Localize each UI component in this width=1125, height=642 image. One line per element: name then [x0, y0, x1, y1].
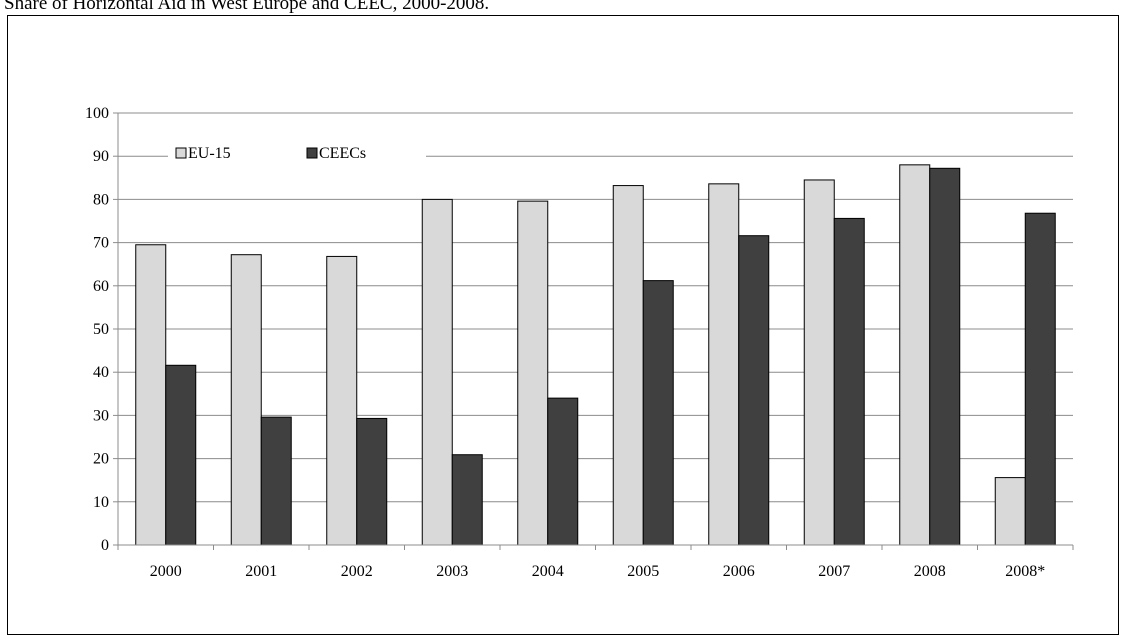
bar-eu-15-2003 [421, 198, 453, 546]
y-tick-label-40: 40 [93, 364, 109, 381]
bar-ceecs-2008* [1024, 212, 1056, 546]
y-tick-label-20: 20 [93, 451, 109, 468]
bar-eu-15-2008* [994, 477, 1026, 546]
x-tick-label-2000: 2000 [150, 563, 182, 580]
axes [113, 112, 1074, 550]
x-tick-label-2003: 2003 [436, 563, 468, 580]
legend-label-ceecs: CEECs [319, 145, 366, 162]
bar-ceecs-2001 [260, 416, 292, 546]
y-tick-labels: 0 10 20 30 40 50 60 70 80 90 100 [85, 105, 109, 554]
bar-ceecs-2000 [165, 364, 197, 546]
bar-eu-15-2005 [612, 185, 644, 546]
legend-swatch-ceecs [306, 147, 318, 159]
y-tick-label-0: 0 [101, 537, 109, 554]
y-tick-label-10: 10 [93, 494, 109, 511]
x-tick-label-2006: 2006 [723, 563, 755, 580]
x-tick-label-2008*: 2008* [1005, 563, 1045, 580]
bar-ceecs-2006 [738, 235, 770, 546]
bar-ceecs-2005 [642, 280, 674, 546]
bar-ceecs-2008 [929, 167, 961, 546]
bar-eu-15-2008 [899, 164, 931, 546]
bar-ceecs-2007 [833, 217, 865, 546]
y-tick-label-80: 80 [93, 191, 109, 208]
legend-label-eu-15: EU-15 [188, 145, 231, 162]
bar-eu-15-2006 [708, 183, 740, 546]
bar-eu-15-2000 [135, 244, 167, 546]
bar-eu-15-2001 [230, 254, 262, 546]
bar-ceecs-2002 [356, 417, 388, 546]
x-tick-label-2002: 2002 [341, 563, 373, 580]
legend-background [168, 140, 426, 168]
bar-eu-15-2004 [517, 200, 549, 546]
legend: EU-15 CEECs [168, 140, 426, 168]
y-tick-label-100: 100 [85, 105, 109, 122]
x-tick-label-2004: 2004 [532, 563, 564, 580]
x-tick-label-2001: 2001 [245, 563, 277, 580]
page-title: Share of Horizontal Aid in West Europe a… [4, 0, 490, 14]
bar-eu-15-2007 [803, 179, 835, 546]
y-tick-label-90: 90 [93, 148, 109, 165]
y-tick-label-70: 70 [93, 235, 109, 252]
y-tick-label-30: 30 [93, 407, 109, 424]
bar-eu-15-2002 [326, 255, 358, 546]
bars [135, 164, 1056, 546]
bar-ceecs-2004 [547, 397, 579, 546]
x-tick-label-2007: 2007 [818, 563, 850, 580]
y-tick-label-50: 50 [93, 321, 109, 338]
legend-swatch-eu-15 [175, 147, 187, 159]
x-tick-label-2008: 2008 [914, 563, 946, 580]
x-tick-label-2005: 2005 [627, 563, 659, 580]
x-tick-labels: 2000 2001 2002 2003 2004 2005 2006 2007 2008 2008… [150, 563, 1046, 580]
bar-ceecs-2003 [451, 454, 483, 546]
y-tick-label-60: 60 [93, 278, 109, 295]
